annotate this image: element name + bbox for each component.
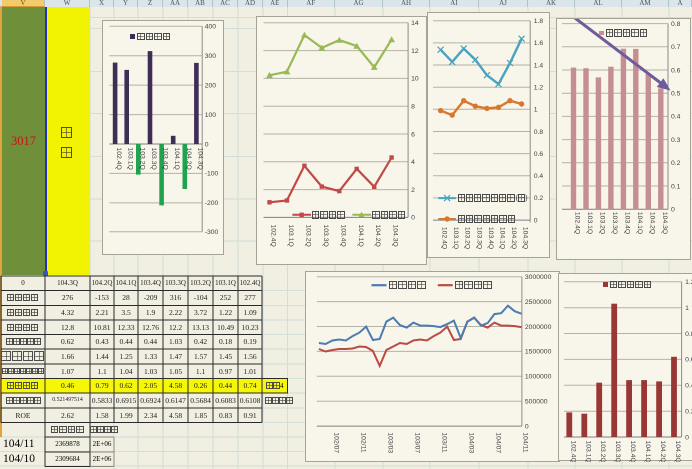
svg-text:0: 0 — [525, 423, 529, 430]
svg-text:104.3Q: 104.3Q — [661, 212, 668, 234]
svg-text:200: 200 — [205, 82, 217, 89]
svg-text:103.4Q: 103.4Q — [623, 212, 630, 234]
svg-text:103.3Q: 103.3Q — [611, 212, 618, 234]
svg-text:103/03: 103/03 — [386, 432, 393, 453]
svg-text:1000000: 1000000 — [525, 373, 552, 380]
svg-text:104.1Q: 104.1Q — [356, 225, 363, 247]
svg-text:0: 0 — [685, 434, 689, 441]
svg-text:1500000: 1500000 — [525, 348, 552, 355]
svg-text:104.3Q: 104.3Q — [674, 440, 681, 462]
svg-text:0: 0 — [533, 217, 537, 224]
svg-text:104.1Q: 104.1Q — [498, 227, 505, 249]
svg-text:104.2Q: 104.2Q — [659, 440, 666, 462]
svg-text:104.2Q: 104.2Q — [648, 212, 655, 234]
svg-text:103.4Q: 103.4Q — [162, 148, 169, 170]
svg-text:102.4Q: 102.4Q — [569, 440, 576, 462]
svg-text:0.6: 0.6 — [533, 151, 543, 158]
svg-text:103.1Q: 103.1Q — [286, 225, 293, 247]
svg-text:0.2: 0.2 — [685, 408, 692, 415]
svg-text:1.8: 1.8 — [533, 18, 543, 25]
svg-text:104.3Q: 104.3Q — [196, 148, 203, 170]
svg-text:102.4Q: 102.4Q — [115, 148, 122, 170]
svg-text:1.4: 1.4 — [533, 62, 543, 69]
svg-text:0.7: 0.7 — [671, 44, 681, 51]
svg-text:300: 300 — [205, 53, 217, 60]
svg-text:104/11: 104/11 — [521, 432, 528, 453]
svg-text:1: 1 — [533, 107, 537, 114]
svg-text:-100: -100 — [205, 171, 219, 178]
svg-text:-200: -200 — [205, 200, 219, 207]
svg-text:100: 100 — [205, 112, 217, 119]
svg-text:103/07: 103/07 — [413, 432, 420, 453]
svg-text:0.6: 0.6 — [685, 356, 692, 363]
svg-text:102.4Q: 102.4Q — [440, 227, 447, 249]
svg-text:0: 0 — [205, 141, 209, 148]
svg-text:1.2: 1.2 — [533, 85, 543, 92]
svg-text:0.4: 0.4 — [671, 114, 681, 121]
svg-text:102.4Q: 102.4Q — [269, 225, 276, 247]
svg-text:0.8: 0.8 — [671, 21, 681, 28]
svg-text:103/11: 103/11 — [440, 432, 447, 453]
svg-text:104.2Q: 104.2Q — [185, 148, 192, 170]
svg-text:103.2Q: 103.2Q — [304, 225, 311, 247]
svg-text:104/07: 104/07 — [494, 432, 501, 453]
svg-text:103.1Q: 103.1Q — [584, 440, 591, 462]
svg-text:0.2: 0.2 — [533, 195, 543, 202]
svg-text:2500000: 2500000 — [525, 298, 552, 305]
svg-text:103.1Q: 103.1Q — [452, 227, 459, 249]
svg-text:103.2Q: 103.2Q — [463, 227, 470, 249]
svg-text:0.8: 0.8 — [533, 129, 543, 136]
svg-text:104.1Q: 104.1Q — [636, 212, 643, 234]
svg-text:103.4Q: 103.4Q — [629, 440, 636, 462]
svg-text:102/07: 102/07 — [332, 432, 339, 453]
svg-text:8: 8 — [411, 104, 415, 111]
svg-text:14: 14 — [411, 20, 419, 27]
svg-text:103.1Q: 103.1Q — [586, 212, 593, 234]
svg-text:104/03: 104/03 — [467, 432, 474, 453]
svg-text:0.6: 0.6 — [671, 68, 681, 75]
svg-text:0: 0 — [671, 207, 675, 214]
svg-text:103.4Q: 103.4Q — [486, 227, 493, 249]
svg-text:0.5: 0.5 — [671, 91, 681, 98]
svg-text:104.3Q: 104.3Q — [391, 225, 398, 247]
svg-text:-300: -300 — [205, 229, 219, 236]
svg-text:104.1Q: 104.1Q — [173, 148, 180, 170]
svg-text:12: 12 — [411, 48, 419, 55]
svg-text:102.4Q: 102.4Q — [574, 212, 581, 234]
svg-text:3000000: 3000000 — [525, 274, 552, 281]
svg-text:102/11: 102/11 — [359, 432, 366, 453]
svg-text:0.3: 0.3 — [671, 137, 681, 144]
svg-text:104.3Q: 104.3Q — [521, 227, 528, 249]
svg-text:1.6: 1.6 — [533, 40, 543, 47]
svg-text:400: 400 — [205, 24, 217, 31]
svg-text:104.2Q: 104.2Q — [374, 225, 381, 247]
svg-text:103.3Q: 103.3Q — [614, 440, 621, 462]
svg-text:6: 6 — [411, 132, 415, 139]
svg-text:104.2Q: 104.2Q — [510, 227, 517, 249]
svg-text:103.3Q: 103.3Q — [321, 225, 328, 247]
svg-text:103.1Q: 103.1Q — [127, 148, 134, 170]
svg-text:1: 1 — [685, 305, 689, 312]
svg-text:500000: 500000 — [525, 398, 548, 405]
svg-text:0.8: 0.8 — [685, 330, 692, 337]
svg-text:103.4Q: 103.4Q — [339, 225, 346, 247]
svg-text:1.2: 1.2 — [685, 279, 692, 286]
svg-text:104.1Q: 104.1Q — [644, 440, 651, 462]
svg-text:10: 10 — [411, 76, 419, 83]
svg-text:0.4: 0.4 — [533, 173, 543, 180]
svg-text:0.1: 0.1 — [671, 184, 681, 191]
svg-text:4: 4 — [411, 159, 415, 166]
svg-text:2000000: 2000000 — [525, 323, 552, 330]
svg-text:103.2Q: 103.2Q — [598, 212, 605, 234]
svg-text:2: 2 — [411, 187, 415, 194]
svg-text:103.3Q: 103.3Q — [150, 148, 157, 170]
svg-text:103.2Q: 103.2Q — [599, 440, 606, 462]
svg-text:0: 0 — [411, 215, 415, 222]
svg-text:0.4: 0.4 — [685, 382, 692, 389]
svg-text:103.2Q: 103.2Q — [138, 148, 145, 170]
svg-text:0.2: 0.2 — [671, 160, 681, 167]
svg-text:103.3Q: 103.3Q — [475, 227, 482, 249]
